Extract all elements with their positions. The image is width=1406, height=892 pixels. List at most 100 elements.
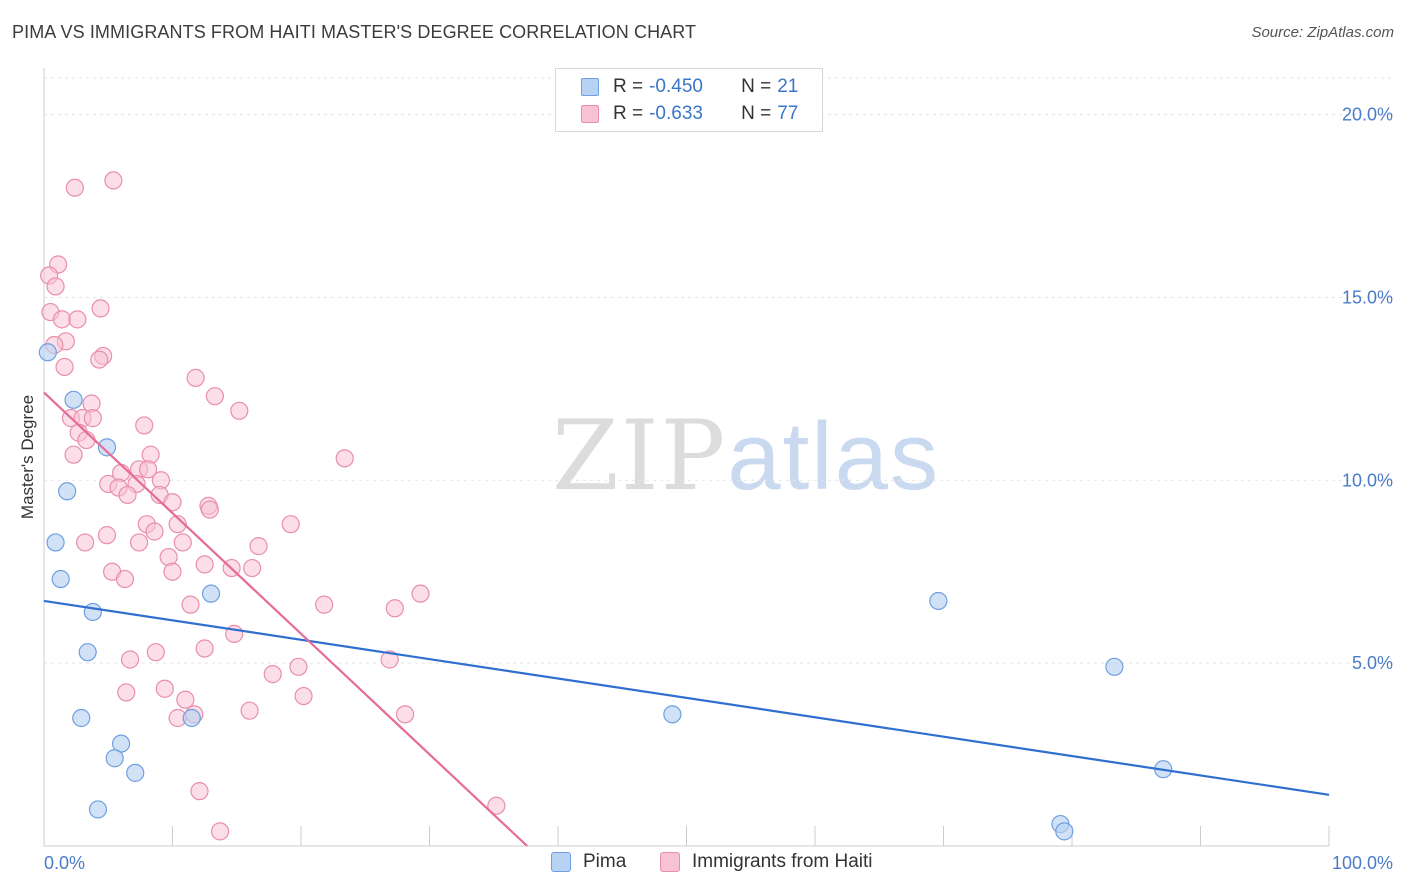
- haiti-point: [120, 650, 140, 669]
- haiti-point: [181, 595, 200, 614]
- axis-labels: 5.0% 10.0% 15.0% 20.0% 0.0% 100.0% Master's De…: [18, 105, 1393, 873]
- haiti-point: [129, 533, 149, 552]
- haiti-point: [65, 178, 84, 197]
- haiti-point: [335, 449, 354, 468]
- haiti-point: [186, 368, 205, 387]
- pima-point: [88, 800, 108, 819]
- trend-lines: [43, 391, 1330, 847]
- haiti-point: [190, 782, 209, 801]
- pima-swatch-icon: [551, 852, 571, 872]
- haiti-point: [176, 690, 195, 709]
- haiti-point: [68, 310, 87, 329]
- legend-r-value: -0.450: [649, 76, 703, 97]
- haiti-point: [210, 822, 230, 841]
- haiti-point: [64, 445, 83, 464]
- watermark-atlas: atlas: [727, 403, 940, 510]
- legend-item-haiti: Immigrants from Haiti: [660, 851, 873, 873]
- haiti-point: [230, 401, 249, 420]
- haiti-point: [83, 409, 102, 428]
- legend-row-pima: R = -0.450 N = 21: [556, 74, 798, 100]
- haiti-point: [90, 350, 109, 369]
- haiti-point: [115, 569, 135, 589]
- haiti-point: [135, 416, 154, 435]
- legend-n-label: N =: [741, 103, 772, 124]
- series-haiti-points: [40, 171, 506, 841]
- haiti-point: [97, 526, 117, 545]
- legend-label-pima: Pima: [583, 851, 627, 872]
- haiti-point: [163, 562, 182, 581]
- haiti-point: [195, 555, 214, 574]
- pima-point: [64, 390, 83, 409]
- haiti-point: [289, 657, 308, 676]
- pima-point: [201, 584, 221, 603]
- legend-r-label: R =: [613, 103, 644, 124]
- haiti-point: [46, 277, 65, 296]
- haiti-point: [487, 796, 506, 815]
- haiti-point: [163, 493, 182, 512]
- y-tick-label: 5.0%: [1352, 653, 1393, 673]
- pima-point: [182, 708, 201, 728]
- series-pima-points: [38, 343, 1173, 841]
- watermark: ZIPatlas: [552, 400, 940, 512]
- legend-r-value: -0.633: [649, 103, 703, 124]
- haiti-point: [385, 599, 404, 618]
- legend-n-value: 21: [777, 76, 799, 97]
- haiti-swatch-icon: [660, 852, 680, 872]
- source-label: Source: ZipAtlas.com: [1251, 24, 1394, 41]
- x-tick-label: 0.0%: [44, 853, 85, 873]
- axes: [43, 68, 1330, 847]
- pima-swatch-icon: [581, 78, 599, 96]
- haiti-point: [76, 533, 95, 552]
- watermark-zip: ZIP: [552, 400, 728, 512]
- pima-point: [83, 602, 102, 622]
- haiti-point: [168, 515, 187, 534]
- pima-point: [38, 343, 57, 362]
- haiti-point: [52, 310, 72, 329]
- haiti-point: [195, 639, 214, 658]
- pima-point: [78, 643, 97, 662]
- pima-point: [105, 749, 124, 768]
- haiti-point: [249, 537, 268, 556]
- pima-point: [929, 591, 948, 611]
- legend-r-label: R =: [613, 76, 644, 97]
- haiti-point: [263, 665, 282, 684]
- haiti-point: [380, 650, 399, 669]
- chart-title: PIMA VS IMMIGRANTS FROM HAITI MASTER'S D…: [12, 22, 697, 42]
- pima-point: [46, 533, 65, 552]
- pima-point: [72, 708, 91, 728]
- stats-legend: R = -0.450 N = 21 R = -0.633 N = 77: [555, 68, 823, 132]
- pima-point: [97, 438, 117, 457]
- grid-lines: [44, 77, 1395, 664]
- haiti-point: [117, 683, 136, 702]
- y-axis-title: Master's Degree: [18, 395, 37, 519]
- y-tick-label: 10.0%: [1342, 470, 1393, 490]
- haiti-point: [118, 485, 137, 505]
- haiti-point: [77, 430, 96, 450]
- haiti-point: [145, 522, 164, 541]
- haiti-point: [205, 387, 225, 406]
- haiti-point: [200, 500, 219, 519]
- haiti-trend-line: [43, 391, 528, 847]
- haiti-point: [91, 299, 110, 318]
- pima-point: [126, 763, 145, 782]
- x-tick-label: 100.0%: [1332, 853, 1393, 873]
- pima-point: [1105, 657, 1124, 676]
- pima-point: [58, 482, 77, 501]
- haiti-point: [173, 533, 192, 552]
- pima-point: [1055, 822, 1074, 841]
- legend-n-label: N =: [741, 76, 772, 97]
- haiti-swatch-icon: [581, 105, 599, 123]
- haiti-point: [395, 705, 415, 724]
- haiti-point: [146, 643, 165, 662]
- legend-row-haiti: R = -0.633 N = 77: [556, 101, 798, 127]
- haiti-point: [240, 701, 259, 720]
- haiti-point: [243, 558, 262, 578]
- legend-n-value: 77: [777, 103, 799, 124]
- haiti-point: [138, 460, 158, 479]
- y-tick-label: 20.0%: [1342, 105, 1393, 125]
- haiti-point: [411, 584, 430, 603]
- haiti-point: [55, 357, 74, 377]
- legend-label-haiti: Immigrants from Haiti: [692, 851, 873, 872]
- haiti-point: [281, 515, 300, 534]
